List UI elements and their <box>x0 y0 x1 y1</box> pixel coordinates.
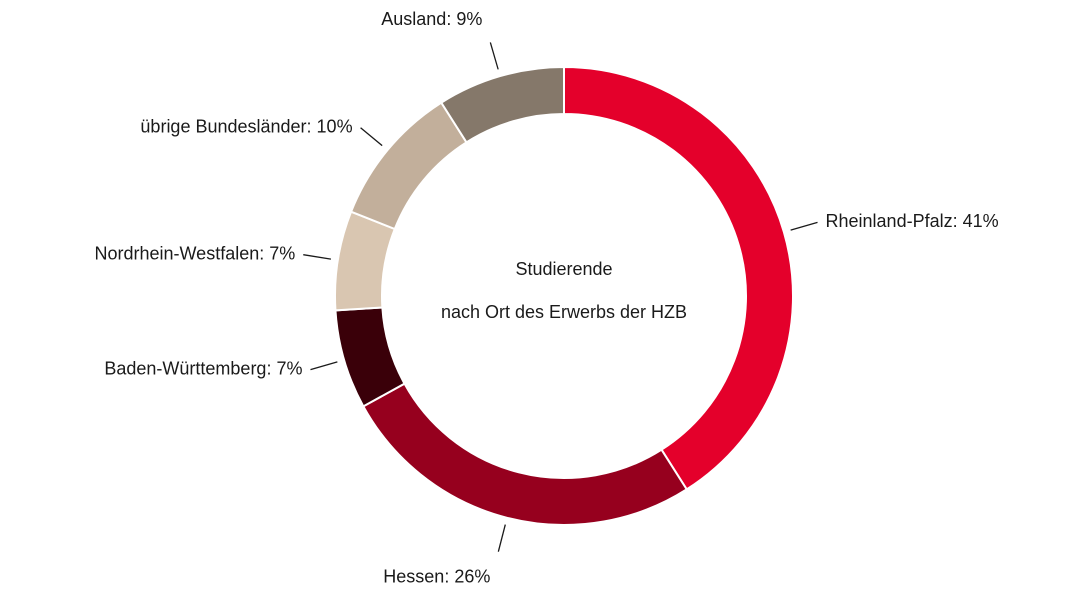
leader-line <box>310 361 338 371</box>
leader-line <box>489 42 499 70</box>
leader-line <box>303 254 332 260</box>
donut-slice <box>563 65 794 491</box>
slice-label: Baden-Württemberg: 7% <box>104 358 302 378</box>
slice-label: Nordrhein-Westfalen: 7% <box>94 243 295 263</box>
donut-slice <box>361 382 689 526</box>
center-text: Studierende <box>515 259 612 279</box>
slice-label: übrige Bundesländer: 10% <box>140 116 352 136</box>
leader-line <box>497 524 506 552</box>
slice-label: Hessen: 26% <box>383 566 490 586</box>
leader-line <box>790 221 818 231</box>
slice-label: Rheinland-Pfalz: 41% <box>826 211 999 231</box>
leader-line <box>360 127 383 147</box>
donut-slice <box>439 65 565 144</box>
donut-slice <box>349 101 468 231</box>
center-text: nach Ort des Erwerbs der HZB <box>441 302 687 322</box>
slice-label: Ausland: 9% <box>381 9 482 29</box>
